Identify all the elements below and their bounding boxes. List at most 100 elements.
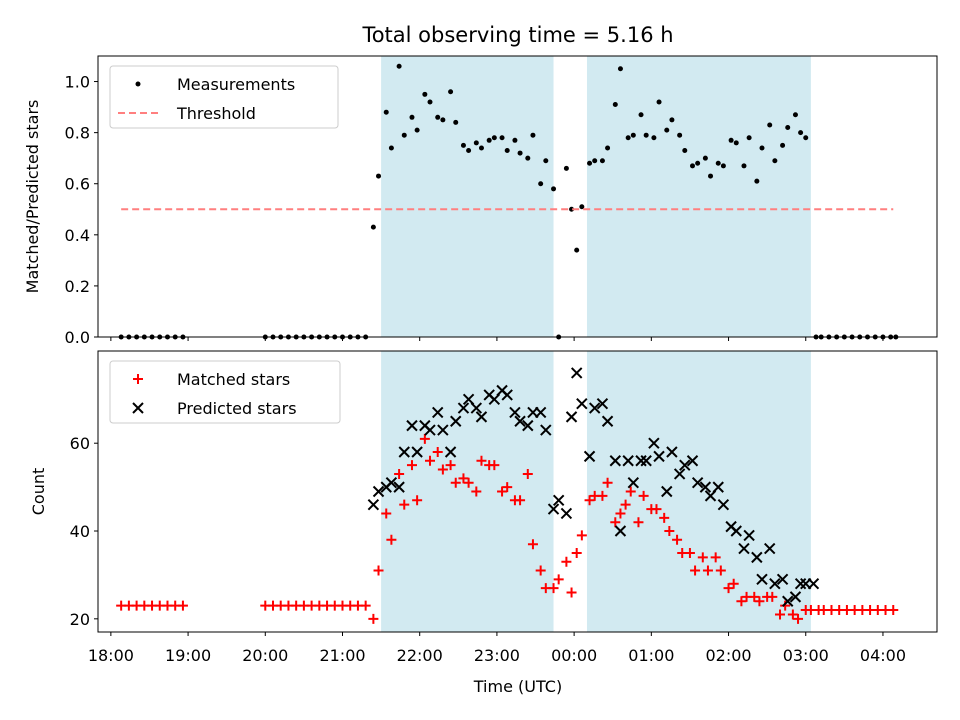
matched-star-point <box>502 482 513 493</box>
matched-star-point <box>728 578 739 589</box>
x-tick-label: 04:00 <box>860 646 906 665</box>
measurement-point <box>388 145 394 151</box>
matched-star-point <box>424 455 435 466</box>
measurement-point <box>579 204 585 210</box>
predicted-star-point <box>764 542 776 555</box>
measurement-point <box>486 137 492 143</box>
matched-star-point <box>471 486 482 497</box>
predicted-star-point <box>547 503 560 515</box>
matched-star-point <box>561 556 572 567</box>
measurement-point <box>478 145 484 151</box>
bottom-y-tick-label: 20 <box>70 610 90 629</box>
matched-star-point <box>697 552 708 563</box>
matched-star-point <box>638 490 649 501</box>
x-tick-label: 23:00 <box>474 646 520 665</box>
matched-star-point <box>754 596 765 607</box>
legend-label: Threshold <box>176 104 256 123</box>
top-y-tick-label: 0.0 <box>65 328 90 347</box>
predicted-star-point <box>789 591 802 603</box>
measurement-point <box>466 148 472 154</box>
x-axis-label: Time (UTC) <box>473 677 562 696</box>
measurement-point <box>643 132 649 138</box>
chart-title: Total observing time = 5.16 h <box>361 23 673 47</box>
predicted-star-point <box>450 415 462 427</box>
matched-star-point <box>710 552 721 563</box>
measurement-point <box>605 145 611 151</box>
measurement-point <box>517 150 523 156</box>
matched-star-point <box>489 460 500 471</box>
predicted-star-point <box>385 477 398 489</box>
bottom-shaded-window <box>381 351 554 632</box>
matched-star-point <box>373 565 384 576</box>
top-shaded-window <box>381 56 554 337</box>
measurement-point <box>617 66 623 72</box>
matched-star-point <box>419 433 430 444</box>
matched-star-point <box>723 583 734 594</box>
predicted-star-point <box>552 494 565 506</box>
x-tick-label: 22:00 <box>397 646 443 665</box>
measurement-point <box>448 89 454 95</box>
matched-star-point <box>715 565 726 576</box>
matched-star-point <box>381 508 392 519</box>
x-tick-label: 00:00 <box>551 646 597 665</box>
matched-star-point <box>522 468 533 479</box>
top-y-tick-label: 0.2 <box>65 277 90 296</box>
predicted-star-point <box>367 498 380 511</box>
predicted-star-point <box>648 437 660 449</box>
bottom-legend: Matched stars Predicted stars <box>109 360 341 424</box>
matched-star-point <box>406 460 417 471</box>
predicted-star-point <box>640 455 652 467</box>
measurement-point <box>651 135 657 141</box>
predicted-star-point <box>509 406 521 419</box>
top-y-tick-label: 1.0 <box>65 73 90 92</box>
matched-star-point <box>775 609 786 620</box>
measurement-point <box>754 178 760 184</box>
measurement-point <box>677 132 683 138</box>
matched-star-point <box>432 446 443 457</box>
predicted-star-point <box>601 415 614 427</box>
predicted-star-point <box>666 446 678 458</box>
measurement-point <box>599 158 605 164</box>
measurement-point <box>702 155 708 161</box>
measurement-point <box>370 224 376 230</box>
matched-star-point <box>476 455 487 466</box>
matched-star-point <box>566 587 577 598</box>
legend-predicted-swatch <box>132 402 144 414</box>
predicted-star-point <box>717 498 730 511</box>
matched-star-point <box>177 600 188 611</box>
measurement-point <box>792 112 798 118</box>
matched-star-point <box>576 530 587 541</box>
top-axes-frame <box>97 55 938 338</box>
matched-star-point <box>749 591 760 602</box>
measurement-point <box>409 114 415 120</box>
matched-star-point <box>360 600 371 611</box>
matched-star-point <box>736 596 747 607</box>
matched-star-point <box>515 495 526 506</box>
measurement-point <box>728 137 734 143</box>
measurement-point <box>396 63 402 69</box>
matched-star-point <box>497 486 508 497</box>
measurement-point <box>569 206 575 212</box>
measurement-point <box>785 125 791 131</box>
predicted-star-point <box>661 485 673 498</box>
matched-star-point <box>394 468 405 479</box>
predicted-star-point <box>570 367 583 379</box>
predicted-star-point <box>393 481 405 493</box>
bottom-shaded-window <box>586 351 811 632</box>
top-y-tick-label: 0.6 <box>65 175 90 194</box>
x-tick-label: 19:00 <box>165 646 211 665</box>
x-tick-label: 21:00 <box>319 646 365 665</box>
predicted-star-point <box>372 485 385 498</box>
matched-star-point <box>633 517 644 528</box>
measurement-point <box>733 140 739 146</box>
measurement-point <box>422 91 428 97</box>
measurement-point <box>473 140 479 146</box>
matched-star-point <box>548 583 559 594</box>
predicted-star-point <box>514 415 526 427</box>
predicted-star-point <box>712 481 724 493</box>
matched-star-point <box>571 547 582 558</box>
matched-star-point <box>659 512 670 523</box>
predicted-star-point <box>738 542 750 555</box>
matched-star-point <box>450 477 461 488</box>
